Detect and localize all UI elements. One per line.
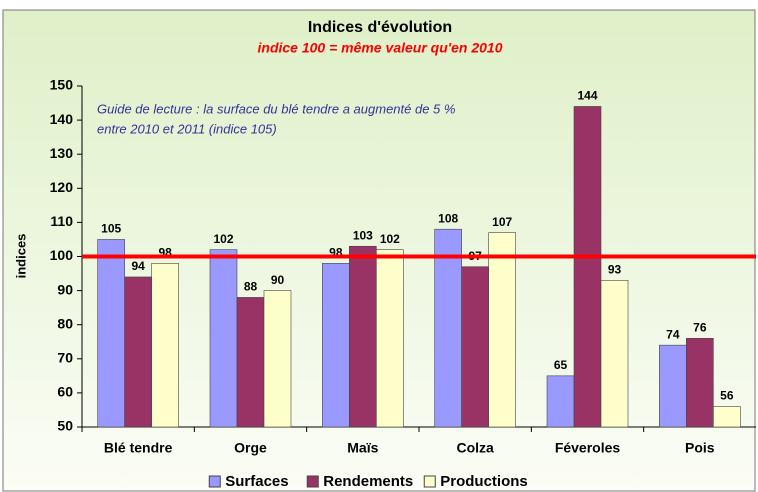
value-label: 108 — [438, 211, 458, 225]
value-label: 74 — [666, 327, 680, 341]
value-label: 76 — [693, 321, 707, 335]
y-tick-label: 70 — [57, 350, 73, 366]
y-tick-label: 150 — [50, 77, 74, 93]
value-label: 144 — [577, 89, 597, 103]
bar — [263, 290, 292, 428]
y-tick-label: 110 — [50, 213, 73, 229]
annotation: Guide de lecture : la surface du blé ten… — [97, 101, 455, 116]
bar — [659, 344, 687, 428]
value-label: 103 — [353, 228, 373, 242]
value-label: 93 — [608, 263, 622, 277]
bar — [461, 266, 489, 428]
x-tick-label: Maïs — [347, 440, 378, 456]
x-tick-label: Féveroles — [555, 440, 621, 456]
legend-swatch — [423, 475, 436, 488]
bar — [488, 232, 516, 428]
value-label: 107 — [492, 215, 512, 229]
x-tick-label: Colza — [456, 440, 494, 456]
bar — [713, 406, 741, 428]
y-tick-label: 120 — [50, 179, 74, 195]
bar — [124, 276, 152, 428]
bar — [209, 249, 238, 428]
bar — [97, 239, 125, 428]
bar — [546, 375, 575, 428]
bar — [434, 228, 462, 428]
bar — [573, 106, 602, 428]
x-tick-label: Orge — [234, 440, 267, 456]
bar — [322, 263, 350, 428]
legend-swatch — [306, 475, 319, 488]
bar — [151, 263, 179, 428]
chart-title: Indices d'évolution — [308, 19, 452, 36]
annotation: entre 2010 et 2011 (indice 105) — [97, 121, 277, 136]
y-tick-label: 80 — [57, 315, 73, 331]
value-label: 65 — [554, 358, 568, 372]
legend-label: Surfaces — [225, 473, 288, 490]
y-axis-label: indices — [13, 234, 28, 279]
bar — [236, 297, 265, 428]
chart-subtitle: indice 100 = même valeur qu'en 2010 — [258, 40, 503, 56]
value-label: 88 — [244, 280, 258, 294]
bar — [349, 245, 377, 428]
y-tick-label: 50 — [57, 418, 73, 434]
bar — [686, 338, 714, 428]
x-tick-label: Pois — [685, 440, 715, 456]
value-label: 94 — [131, 259, 145, 273]
legend-label: Rendements — [323, 473, 413, 490]
x-tick-label: Blé tendre — [104, 440, 173, 456]
bar — [376, 249, 404, 428]
value-label: 56 — [720, 389, 734, 403]
y-tick-label: 140 — [50, 111, 74, 127]
y-tick-label: 100 — [50, 247, 74, 263]
value-label: 90 — [271, 273, 285, 287]
legend-label: Productions — [440, 473, 528, 490]
value-label: 102 — [380, 232, 400, 246]
bar — [600, 280, 629, 428]
y-tick-label: 60 — [57, 384, 73, 400]
value-label: 105 — [101, 222, 121, 236]
y-tick-label: 90 — [57, 281, 73, 297]
legend-swatch — [208, 475, 221, 488]
value-label: 102 — [213, 232, 233, 246]
y-tick-label: 130 — [50, 145, 74, 161]
